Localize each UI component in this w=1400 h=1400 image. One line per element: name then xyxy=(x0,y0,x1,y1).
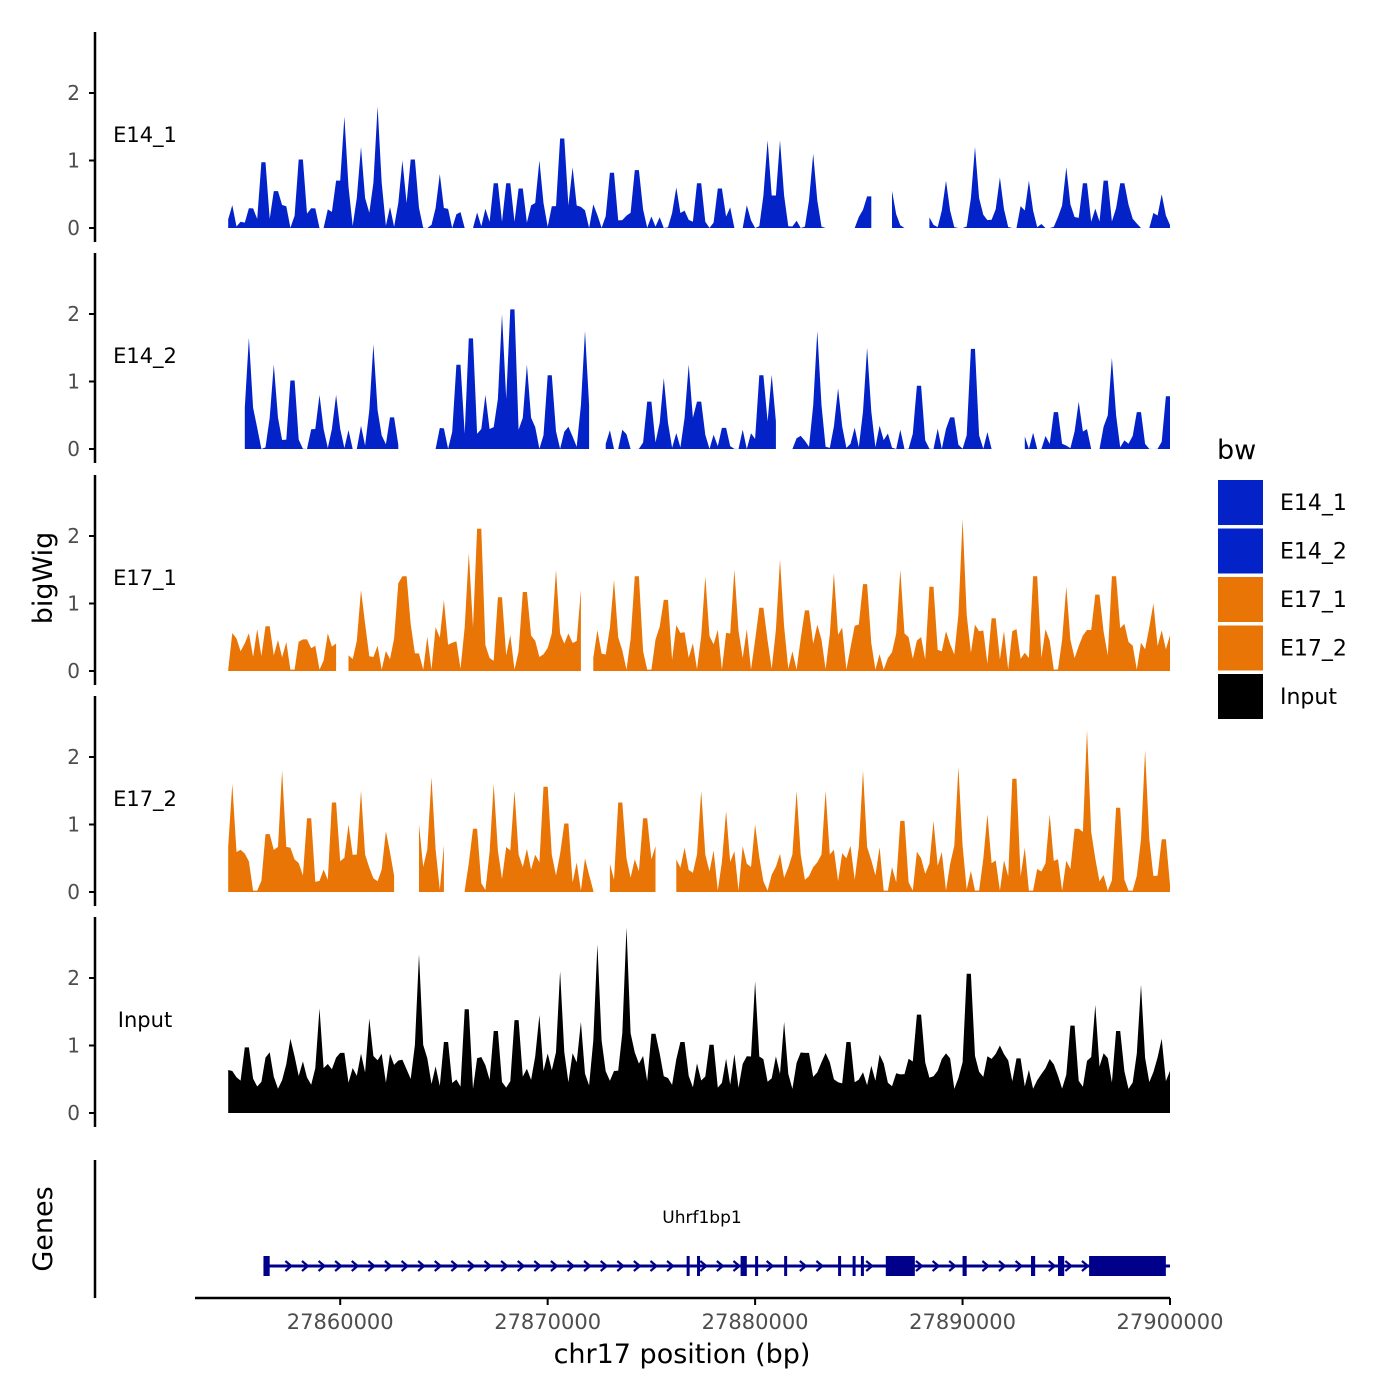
gene-exon xyxy=(263,1256,269,1276)
y-tick-label: 2 xyxy=(67,524,80,548)
track-panel-E14_2: 0 1 2 E14_2 xyxy=(67,253,1170,463)
y-tick-label: 1 xyxy=(67,370,80,394)
signal-area-E14_1 xyxy=(929,147,1170,228)
signal-area-E17_2 xyxy=(228,771,394,893)
signal-area-E14_2 xyxy=(606,365,776,449)
signal-area-E14_2 xyxy=(1025,358,1170,449)
y-tick-label: 2 xyxy=(67,966,80,990)
track-label: E14_1 xyxy=(113,123,177,148)
signal-area-E17_1 xyxy=(228,626,336,671)
gene-exon xyxy=(886,1256,915,1276)
track-panel-Input: 0 1 2 Input xyxy=(67,917,1170,1127)
y-tick-label: 1 xyxy=(67,813,80,837)
signal-area-E14_2 xyxy=(436,309,589,449)
signal-area-E17_2 xyxy=(610,803,656,893)
gene-track-panel: Uhrf1bp1 xyxy=(95,1160,1170,1298)
track-label: E17_1 xyxy=(113,566,177,591)
gene-exon xyxy=(861,1256,864,1276)
y-tick-label: 2 xyxy=(67,81,80,105)
track-panels: 0 1 2 E14_1 0 1 2 E14_2 0 1 2 E17_1 0 1 2 E17_2 0 1 2 Input xyxy=(67,32,1170,1127)
y-tick-label: 1 xyxy=(67,1034,80,1058)
gene-exon xyxy=(755,1256,758,1276)
gene-exon xyxy=(838,1256,841,1276)
y-axis-title: bigWig xyxy=(28,532,59,625)
gene-exon xyxy=(687,1256,690,1276)
legend-swatch xyxy=(1218,480,1263,525)
gene-exon xyxy=(697,1256,700,1276)
y-tick-label: 0 xyxy=(67,1101,80,1125)
signal-area-E17_2 xyxy=(419,777,444,892)
x-tick-label: 27870000 xyxy=(494,1310,601,1334)
gene-exon xyxy=(1089,1256,1166,1276)
y-tick-label: 1 xyxy=(67,149,80,173)
signal-area-E17_1 xyxy=(593,519,1170,671)
legend-label: E14_2 xyxy=(1280,540,1347,565)
legend-swatch xyxy=(1218,529,1263,574)
track-panel-E17_1: 0 1 2 E17_1 xyxy=(67,475,1170,685)
x-axis: 27860000 27870000 27880000 27890000 27900000 xyxy=(195,1298,1223,1334)
y-tick-label: 0 xyxy=(67,880,80,904)
x-tick-label: 27890000 xyxy=(909,1310,1016,1334)
signal-area-E14_2 xyxy=(792,331,991,449)
y-tick-label: 1 xyxy=(67,592,80,616)
bigwig-track-chart: 0 1 2 E14_1 0 1 2 E14_2 0 1 2 E17_1 0 1 2 E17_2 0 1 2 Input… xyxy=(0,0,1400,1400)
gene-exon xyxy=(784,1256,787,1276)
track-label: Input xyxy=(118,1008,172,1032)
legend-label: E14_1 xyxy=(1280,491,1347,516)
gene-name-label: Uhrf1bp1 xyxy=(662,1208,741,1228)
x-tick-label: 27900000 xyxy=(1117,1310,1224,1334)
legend-label: Input xyxy=(1280,685,1337,710)
x-axis-title: chr17 position (bp) xyxy=(554,1339,811,1370)
y-tick-label: 0 xyxy=(67,437,80,461)
track-panel-E17_2: 0 1 2 E17_2 xyxy=(67,696,1170,906)
track-label: E17_2 xyxy=(113,787,177,812)
legend-title: bw xyxy=(1217,435,1256,466)
legend-swatch xyxy=(1218,674,1263,719)
y-tick-label: 0 xyxy=(67,659,80,683)
y-tick-label: 2 xyxy=(67,745,80,769)
gene-exon xyxy=(963,1256,967,1276)
x-tick-label: 27860000 xyxy=(287,1310,394,1334)
gene-exon xyxy=(741,1256,747,1276)
gene-exon xyxy=(1031,1256,1035,1276)
signal-area-E17_2 xyxy=(465,784,594,892)
signal-area-E14_1 xyxy=(892,191,905,228)
signal-area-E17_1 xyxy=(349,529,581,671)
signal-area-E17_2 xyxy=(676,730,1170,892)
signal-area-E14_1 xyxy=(228,107,871,229)
y-tick-label: 0 xyxy=(67,216,80,240)
track-label: E14_2 xyxy=(113,344,177,369)
signal-area-Input xyxy=(228,927,1170,1113)
y-tick-label: 2 xyxy=(67,302,80,326)
x-tick-label: 27880000 xyxy=(702,1310,809,1334)
legend-label: E17_1 xyxy=(1280,588,1347,613)
legend-label: E17_2 xyxy=(1280,637,1347,662)
gene-model xyxy=(263,1256,1170,1276)
signal-area-E14_2 xyxy=(245,338,398,449)
gene-exon xyxy=(1058,1256,1064,1276)
legend-swatch xyxy=(1218,577,1263,622)
legend: bw E14_1 E14_2 E17_1 E17_2 Input xyxy=(1217,435,1347,719)
gene-exon xyxy=(853,1256,856,1276)
track-panel-E14_1: 0 1 2 E14_1 xyxy=(67,32,1170,242)
legend-swatch xyxy=(1218,626,1263,671)
gene-axis-title: Genes xyxy=(28,1186,59,1271)
